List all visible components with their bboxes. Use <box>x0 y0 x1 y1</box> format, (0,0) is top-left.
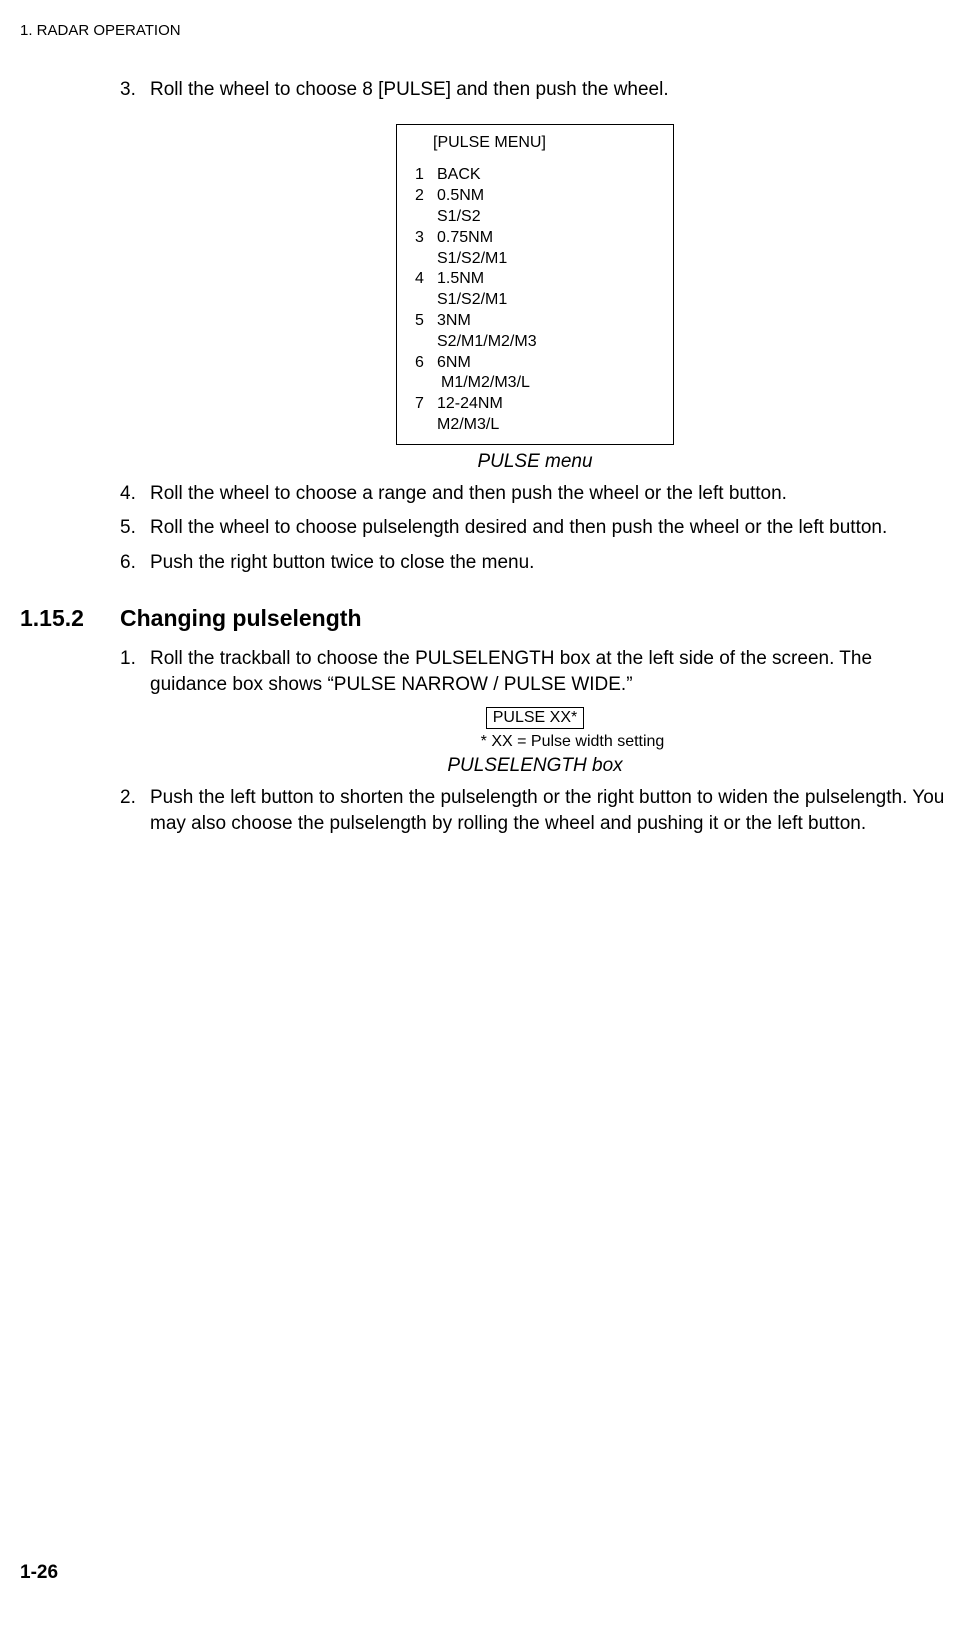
content-body: 3. Roll the wheel to choose 8 [PULSE] an… <box>120 77 950 838</box>
section-heading: 1.15.2 Changing pulselength <box>120 605 950 632</box>
section-title: Changing pulselength <box>120 605 362 632</box>
step-text: Push the left button to shorten the puls… <box>150 785 950 838</box>
menu-item: 4 1.5NM <box>415 269 655 290</box>
page-number: 1-26 <box>20 1562 58 1584</box>
menu-item: 2 0.5NM <box>415 186 655 207</box>
menu-item: 1 BACK <box>415 165 655 186</box>
step-6: 6. Push the right button twice to close … <box>120 550 950 577</box>
pulse-menu-items: 1 BACK 2 0.5NM S1/S2 3 0.75NM S1/S2/M1 4… <box>415 165 655 435</box>
menu-item: 5 3NM <box>415 311 655 332</box>
menu-item-sub: S2/M1/M2/M3 <box>437 332 655 353</box>
menu-item-label: 6NM <box>437 353 471 374</box>
section-step-2: 2. Push the left button to shorten the p… <box>120 785 950 838</box>
step-number: 1. <box>120 646 150 699</box>
menu-item-label: 0.75NM <box>437 228 493 249</box>
menu-item-sub: M2/M3/L <box>437 415 655 436</box>
menu-item-sub: S1/S2/M1 <box>437 290 655 311</box>
step-number: 6. <box>120 550 150 577</box>
menu-item-num: 4 <box>415 269 437 290</box>
pulselength-caption: PULSELENGTH box <box>120 755 950 777</box>
menu-item-label: BACK <box>437 165 481 186</box>
menu-item-num: 1 <box>415 165 437 186</box>
menu-item-label: 0.5NM <box>437 186 484 207</box>
step-text: Push the right button twice to close the… <box>150 550 950 577</box>
menu-item-num: 3 <box>415 228 437 249</box>
menu-item-sub: S1/S2 <box>437 207 655 228</box>
menu-item-num: 6 <box>415 353 437 374</box>
step-3: 3. Roll the wheel to choose 8 [PULSE] an… <box>120 77 950 104</box>
step-text: Roll the wheel to choose pulselength des… <box>150 515 950 542</box>
section-number: 1.15.2 <box>20 605 120 632</box>
step-text: Roll the wheel to choose a range and the… <box>150 481 950 508</box>
menu-item-num: 7 <box>415 394 437 415</box>
step-4: 4. Roll the wheel to choose a range and … <box>120 481 950 508</box>
menu-item-label: 12-24NM <box>437 394 503 415</box>
step-number: 3. <box>120 77 150 104</box>
section-step-1: 1. Roll the trackball to choose the PULS… <box>120 646 950 699</box>
running-header: 1. RADAR OPERATION <box>20 22 970 39</box>
pulselength-box-container: PULSE XX* <box>120 707 950 729</box>
menu-item-sub: M1/M2/M3/L <box>441 373 655 394</box>
step-number: 5. <box>120 515 150 542</box>
document-page: 1. RADAR OPERATION 3. Roll the wheel to … <box>0 0 970 1632</box>
menu-item: 7 12-24NM <box>415 394 655 415</box>
step-number: 2. <box>120 785 150 838</box>
pulse-menu-title: [PULSE MENU] <box>433 133 655 154</box>
pulselength-note: * XX = Pulse width setting <box>195 733 950 751</box>
step-number: 4. <box>120 481 150 508</box>
menu-item-label: 1.5NM <box>437 269 484 290</box>
menu-item-num: 5 <box>415 311 437 332</box>
step-text: Roll the trackball to choose the PULSELE… <box>150 646 950 699</box>
pulse-menu-caption: PULSE menu <box>120 451 950 473</box>
menu-item: 3 0.75NM <box>415 228 655 249</box>
step-5: 5. Roll the wheel to choose pulselength … <box>120 515 950 542</box>
pulselength-box: PULSE XX* <box>486 707 584 729</box>
step-text: Roll the wheel to choose 8 [PULSE] and t… <box>150 77 950 104</box>
menu-item-num: 2 <box>415 186 437 207</box>
pulse-menu-box: [PULSE MENU] 1 BACK 2 0.5NM S1/S2 3 0.75… <box>396 124 674 445</box>
menu-item: 6 6NM <box>415 353 655 374</box>
menu-item-sub: S1/S2/M1 <box>437 249 655 270</box>
menu-item-label: 3NM <box>437 311 471 332</box>
